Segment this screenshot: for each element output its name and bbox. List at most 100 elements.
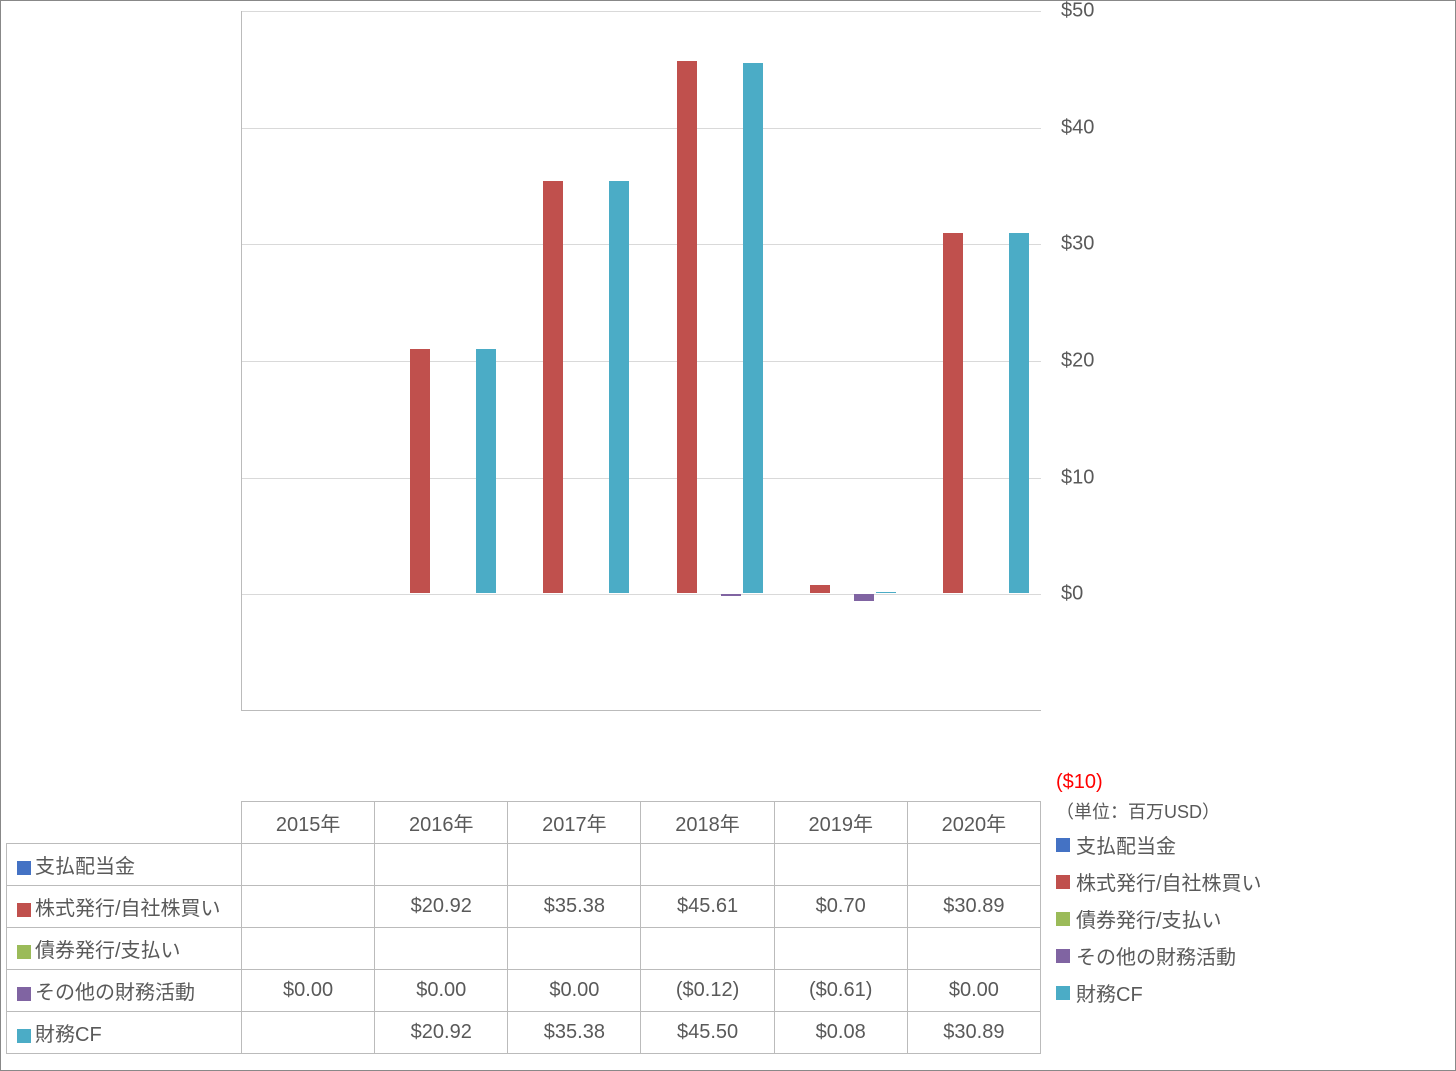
negative-tick-label: ($10) bbox=[1056, 771, 1446, 794]
table-cell bbox=[375, 928, 508, 970]
table-cell bbox=[242, 886, 375, 928]
y-tick-label: $20 bbox=[1061, 350, 1141, 373]
chart-container: ($10) （単位：百万USD） 支払配当金株式発行/自社株買い債券発行/支払い… bbox=[0, 0, 1456, 1071]
table-cell bbox=[508, 844, 641, 886]
gridline bbox=[242, 594, 1041, 595]
table-row: 財務CF$20.92$35.38$45.50$0.08$30.89 bbox=[7, 1012, 1041, 1054]
table-cell bbox=[907, 928, 1040, 970]
legend-swatch bbox=[1056, 838, 1070, 852]
y-tick-label: $0 bbox=[1061, 583, 1141, 606]
bar bbox=[743, 63, 763, 594]
y-tick-label: $30 bbox=[1061, 233, 1141, 256]
y-tick-label: $40 bbox=[1061, 116, 1141, 139]
row-swatch bbox=[17, 945, 31, 959]
table-row: 株式発行/自社株買い $20.92$35.38$45.61$0.70$30.89 bbox=[7, 886, 1041, 928]
gridline bbox=[242, 361, 1041, 362]
table-cell bbox=[242, 844, 375, 886]
legend-swatch bbox=[1056, 912, 1070, 926]
gridline bbox=[242, 478, 1041, 479]
bar bbox=[609, 181, 629, 594]
bar bbox=[476, 349, 496, 593]
row-swatch bbox=[17, 903, 31, 917]
table-cell bbox=[641, 928, 774, 970]
table-cell bbox=[242, 1012, 375, 1054]
table-cell bbox=[508, 928, 641, 970]
table-cell: $0.00 bbox=[242, 970, 375, 1012]
row-swatch bbox=[17, 1029, 31, 1043]
right-panel: ($10) （単位：百万USD） 支払配当金株式発行/自社株買い債券発行/支払い… bbox=[1056, 11, 1446, 1015]
table-cell bbox=[774, 928, 907, 970]
legend-swatch bbox=[1056, 949, 1070, 963]
row-label: 支払配当金 bbox=[35, 856, 135, 878]
table-cell bbox=[375, 844, 508, 886]
table-cell bbox=[907, 844, 1040, 886]
table-cell bbox=[774, 844, 907, 886]
table-cell: $35.38 bbox=[508, 886, 641, 928]
legend-label: 株式発行/自社株買い bbox=[1076, 867, 1262, 896]
data-table: 2015年2016年2017年2018年2019年2020年 支払配当金株式発行… bbox=[6, 801, 1041, 1054]
table-label-cell: 支払配当金 bbox=[7, 844, 242, 886]
legend: 支払配当金株式発行/自社株買い債券発行/支払いその他の財務活動財務CF bbox=[1056, 830, 1446, 1007]
gridline bbox=[242, 244, 1041, 245]
table-cell: $45.61 bbox=[641, 886, 774, 928]
gridline bbox=[242, 11, 1041, 12]
table-row: 債券発行/支払い bbox=[7, 928, 1041, 970]
bar bbox=[410, 349, 430, 593]
table-cell: $0.70 bbox=[774, 886, 907, 928]
table-cell bbox=[242, 928, 375, 970]
legend-label: 支払配当金 bbox=[1076, 830, 1176, 859]
legend-label: その他の財務活動 bbox=[1076, 941, 1236, 970]
table-cell: $0.00 bbox=[508, 970, 641, 1012]
row-label: 財務CF bbox=[35, 1024, 102, 1046]
row-label: 債券発行/支払い bbox=[35, 940, 181, 962]
row-swatch bbox=[17, 861, 31, 875]
table-label-cell: 財務CF bbox=[7, 1012, 242, 1054]
table-cell: $30.89 bbox=[907, 1012, 1040, 1054]
legend-swatch bbox=[1056, 875, 1070, 889]
table-label-cell: 債券発行/支払い bbox=[7, 928, 242, 970]
table-cell: $20.92 bbox=[375, 1012, 508, 1054]
table-body: 支払配当金株式発行/自社株買い$20.92$35.38$45.61$0.70$3… bbox=[7, 844, 1041, 1054]
y-tick-label: $10 bbox=[1061, 466, 1141, 489]
table-label-cell: その他の財務活動 bbox=[7, 970, 242, 1012]
legend-item: その他の財務活動 bbox=[1056, 941, 1446, 970]
legend-item: 財務CF bbox=[1056, 978, 1446, 1007]
row-swatch bbox=[17, 987, 31, 1001]
y-tick-label: $50 bbox=[1061, 0, 1141, 23]
table-column-header: 2017年 bbox=[508, 802, 641, 844]
table-column-header: 2016年 bbox=[375, 802, 508, 844]
legend-item: 株式発行/自社株買い bbox=[1056, 867, 1446, 896]
bar bbox=[854, 594, 874, 601]
bar bbox=[721, 594, 741, 595]
table-row: 支払配当金 bbox=[7, 844, 1041, 886]
table-row: その他の財務活動$0.00$0.00$0.00($0.12)($0.61)$0.… bbox=[7, 970, 1041, 1012]
table-column-header: 2015年 bbox=[242, 802, 375, 844]
table-cell: $0.00 bbox=[375, 970, 508, 1012]
legend-item: 債券発行/支払い bbox=[1056, 904, 1446, 933]
table-cell bbox=[641, 844, 774, 886]
table-cell: $35.38 bbox=[508, 1012, 641, 1054]
table-cell: $30.89 bbox=[907, 886, 1040, 928]
table-header-row: 2015年2016年2017年2018年2019年2020年 bbox=[7, 802, 1041, 844]
table-label-cell: 株式発行/自社株買い bbox=[7, 886, 242, 928]
legend-label: 債券発行/支払い bbox=[1076, 904, 1222, 933]
legend-label: 財務CF bbox=[1076, 978, 1143, 1007]
table-cell: $0.00 bbox=[907, 970, 1040, 1012]
table-corner-cell bbox=[7, 802, 242, 844]
legend-item: 支払配当金 bbox=[1056, 830, 1446, 859]
plot-region bbox=[241, 11, 1041, 711]
table-cell: $20.92 bbox=[375, 886, 508, 928]
bar bbox=[677, 61, 697, 593]
table-column-header: 2018年 bbox=[641, 802, 774, 844]
bar bbox=[943, 233, 963, 593]
table-cell: ($0.61) bbox=[774, 970, 907, 1012]
legend-swatch bbox=[1056, 986, 1070, 1000]
bar bbox=[876, 592, 896, 593]
table-column-header: 2020年 bbox=[907, 802, 1040, 844]
bar bbox=[543, 181, 563, 594]
bar bbox=[810, 585, 830, 593]
table-cell: $0.08 bbox=[774, 1012, 907, 1054]
row-label: その他の財務活動 bbox=[35, 982, 195, 1004]
row-label: 株式発行/自社株買い bbox=[35, 898, 221, 920]
chart-area bbox=[241, 11, 1041, 771]
